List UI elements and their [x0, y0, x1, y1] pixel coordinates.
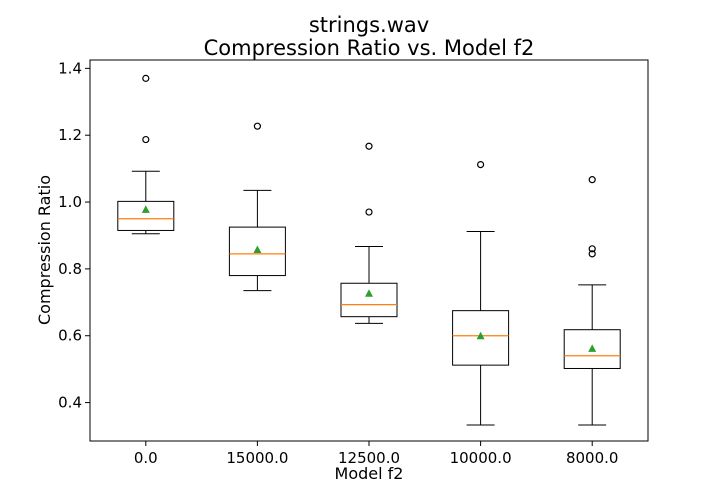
outlier-point [253, 122, 261, 130]
outlier-point [588, 176, 596, 184]
box-12500.0 [340, 142, 398, 324]
boxes-layer [117, 74, 621, 426]
box-0.0 [117, 74, 175, 235]
outlier-point [365, 208, 373, 216]
chart-title: strings.wav [309, 13, 429, 37]
outlier-point [588, 250, 596, 258]
y-tick-label: 1.2 [58, 126, 82, 144]
y-tick-label: 1.0 [58, 193, 82, 211]
x-tick-label: 10000.0 [450, 449, 512, 467]
x-axis-label: Model f2 [335, 464, 404, 483]
iqr-box [228, 226, 286, 277]
chart-subtitle: Compression Ratio vs. Model f2 [204, 36, 535, 60]
y-tick-label: 0.6 [58, 327, 82, 345]
x-tick-label: 12500.0 [338, 449, 400, 467]
y-tick-label: 0.4 [58, 394, 82, 412]
x-tick-label: 0.0 [134, 449, 158, 467]
x-axis: 0.0 15000.0 12500.0 10000.0 8000.0 [134, 441, 619, 467]
outlier-point [588, 245, 596, 253]
mean-marker [476, 331, 485, 340]
y-axis: 0.4 0.6 0.8 1.0 1.2 1.4 [58, 59, 90, 412]
y-axis-label: Compression Ratio [35, 175, 54, 325]
box-10000.0 [452, 161, 510, 426]
mean-marker [141, 205, 150, 213]
iqr-box [340, 282, 398, 318]
outlier-point [142, 74, 150, 82]
x-tick-label: 15000.0 [226, 449, 288, 467]
box-8000.0 [563, 176, 621, 426]
box-15000.0 [228, 122, 286, 292]
iqr-box [563, 329, 621, 369]
mean-marker [588, 344, 597, 352]
mean-marker [365, 289, 373, 297]
iqr-box [117, 200, 175, 231]
y-tick-label: 1.4 [58, 59, 82, 77]
y-tick-label: 0.8 [58, 260, 82, 278]
outlier-point [365, 142, 373, 150]
x-tick-label: 8000.0 [566, 449, 619, 467]
outlier-point [477, 161, 485, 169]
outlier-point [142, 135, 150, 144]
mean-marker [253, 245, 262, 253]
iqr-box [452, 310, 510, 366]
